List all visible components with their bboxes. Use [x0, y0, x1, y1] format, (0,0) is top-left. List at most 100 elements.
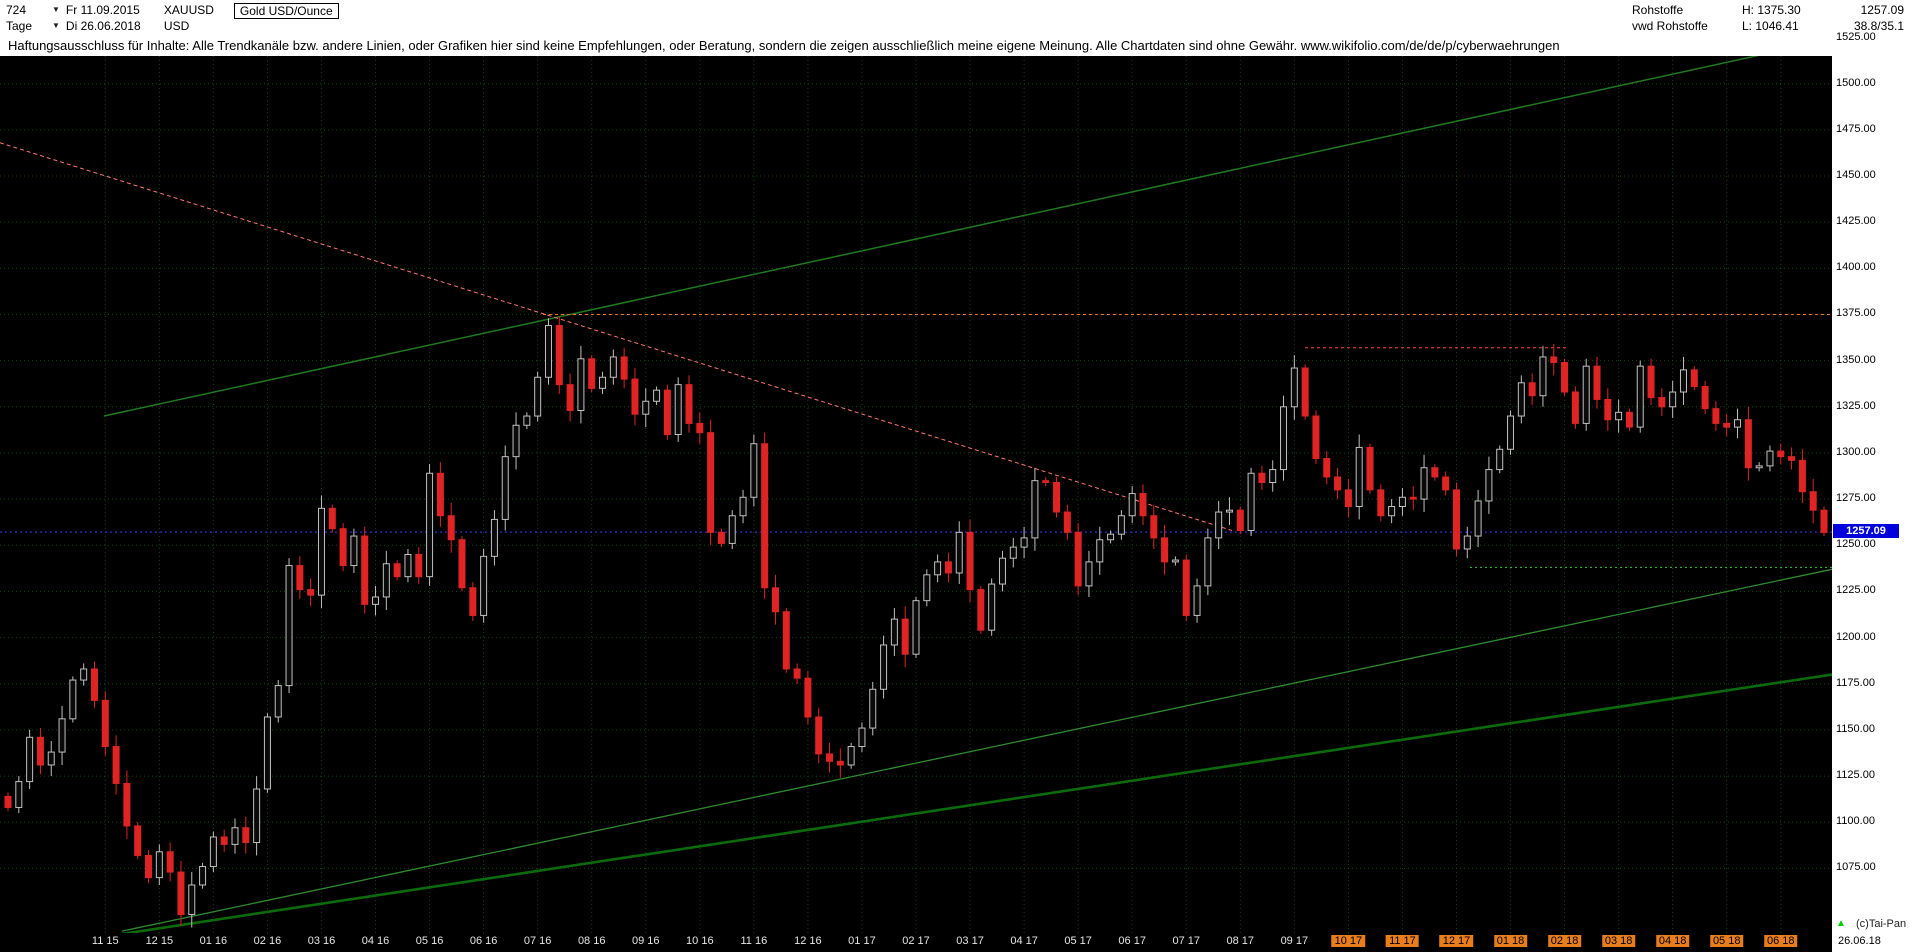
- candle: [134, 825, 142, 856]
- candle: [869, 688, 877, 729]
- candle: [101, 699, 109, 748]
- time-axis-label: 09 17: [1280, 935, 1309, 947]
- candles-layer: [4, 316, 1828, 928]
- candle: [1074, 531, 1082, 587]
- candle: [26, 736, 34, 783]
- candle: [1258, 472, 1266, 483]
- candle: [901, 618, 909, 655]
- time-axis-label: 02 16: [253, 935, 282, 947]
- time-axis-label: 12 17: [1439, 935, 1474, 947]
- candle: [1669, 391, 1677, 408]
- candle: [1117, 515, 1125, 535]
- candle: [1820, 509, 1828, 533]
- candle: [631, 378, 639, 415]
- candle: [469, 587, 477, 616]
- candle: [1366, 446, 1374, 491]
- candle: [804, 677, 812, 718]
- category-label: Rohstoffe: [1632, 3, 1684, 17]
- candle: [1009, 546, 1017, 559]
- time-axis: 11 15 12 15 01 16 02 16 03 16 04 16 05 16 06 16…: [0, 933, 1832, 952]
- period-dropdown-icon[interactable]: ▼: [52, 21, 60, 30]
- candle: [880, 644, 888, 690]
- candle: [815, 716, 823, 755]
- candle: [988, 583, 996, 631]
- candle: [653, 389, 661, 402]
- candle: [490, 518, 498, 557]
- candle: [1290, 367, 1298, 408]
- disclaimer-text: Haftungsausschluss für Inhalte: Alle Tre…: [0, 36, 1912, 56]
- candle: [1593, 365, 1601, 400]
- candle: [296, 565, 304, 591]
- time-axis-label: 05 16: [415, 935, 444, 947]
- candle: [285, 565, 293, 687]
- candle: [609, 356, 617, 378]
- candle: [566, 384, 574, 411]
- bar-count-dropdown-icon[interactable]: ▼: [52, 5, 60, 14]
- candle: [253, 788, 261, 844]
- candle: [620, 356, 628, 380]
- candle: [1053, 481, 1061, 513]
- candle: [1042, 480, 1050, 483]
- candle: [1247, 472, 1255, 532]
- candle: [1031, 480, 1039, 539]
- price-axis-label: 1500.00: [1836, 76, 1876, 89]
- candle: [1755, 465, 1763, 469]
- time-axis-bar: 11 15 12 15 01 16 02 16 03 16 04 16 05 16 06 16…: [0, 933, 1912, 952]
- candle: [599, 376, 607, 389]
- candle: [782, 611, 790, 670]
- price-axis-label: 1200.00: [1836, 630, 1876, 643]
- end-date-label: Di 26.06.2018: [65, 19, 141, 33]
- scroll-up-triangle-icon[interactable]: ▲: [1836, 918, 1846, 929]
- candle: [1615, 411, 1623, 421]
- price-axis-label: 1250.00: [1836, 538, 1876, 551]
- candle: [998, 557, 1006, 585]
- time-axis-label: 06 18: [1763, 935, 1798, 947]
- candle: [955, 531, 963, 574]
- candle: [847, 746, 855, 766]
- price-axis-label: 1450.00: [1836, 169, 1876, 181]
- candle: [1550, 356, 1558, 363]
- last-date-label: 26.06.18: [1832, 933, 1912, 952]
- price-axis-label: 1225.00: [1836, 584, 1876, 597]
- candle: [1312, 415, 1320, 459]
- candle: [458, 539, 466, 589]
- candle: [977, 589, 985, 631]
- candle: [750, 443, 758, 498]
- candle: [404, 554, 412, 578]
- candle: [1809, 491, 1817, 511]
- candle: [1766, 450, 1774, 467]
- candle: [1107, 533, 1115, 541]
- time-axis-label: 07 16: [523, 935, 552, 947]
- copyright-label: (c)Tai-Pan: [1856, 918, 1907, 930]
- candle: [501, 456, 509, 520]
- candle: [177, 871, 185, 916]
- candle: [188, 884, 196, 916]
- candle: [1139, 493, 1147, 517]
- candle: [36, 736, 44, 766]
- candle: [1388, 506, 1396, 517]
- candle: [890, 618, 898, 646]
- trendlines-layer: [0, 56, 1832, 933]
- candle: [1182, 559, 1190, 616]
- candle: [1463, 535, 1471, 550]
- candle: [361, 535, 369, 605]
- candlestick-chart[interactable]: [0, 56, 1832, 933]
- candle: [717, 531, 725, 544]
- instrument-name-box: Gold USD/Ounce: [233, 3, 339, 19]
- candle: [1377, 489, 1385, 517]
- candle: [145, 854, 153, 879]
- candle: [1539, 356, 1547, 397]
- candle: [350, 535, 358, 567]
- candle: [307, 589, 315, 596]
- period-value[interactable]: Tage: [6, 19, 33, 33]
- candle: [69, 679, 77, 720]
- candle: [858, 727, 866, 748]
- time-axis-label: 11 15: [91, 935, 119, 947]
- time-axis-label: 05 17: [1064, 935, 1092, 947]
- candle: [58, 718, 66, 753]
- price-axis-label: 1300.00: [1836, 445, 1876, 458]
- candle: [328, 507, 336, 530]
- candle: [934, 561, 942, 576]
- bar-count-value[interactable]: 724: [6, 3, 27, 17]
- time-axis-label: 10 16: [686, 935, 714, 947]
